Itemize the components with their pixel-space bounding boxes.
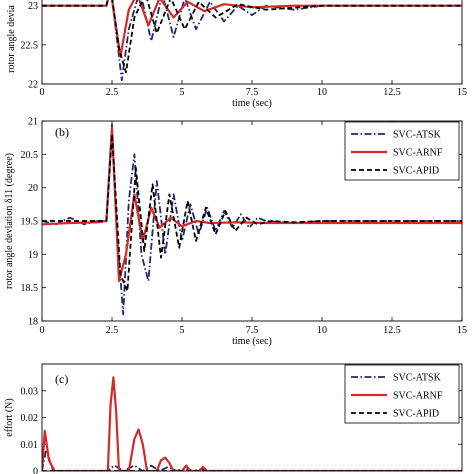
y-tick-label: 0 (33, 467, 38, 474)
panel-3: 0 0.01 0.02 0.03 effort (N) (c) SVC-ATSK SVC-AR… (4, 363, 463, 474)
y-tick-label: 22 (28, 80, 38, 91)
legend-entry: SVC-ATSK (393, 130, 442, 141)
y-axis-label: rotor angle deviation δ11 (degree) (4, 153, 15, 289)
series-line-svc-arnf (42, 376, 462, 471)
series-group (42, 0, 462, 81)
series-line-svc-arnf (42, 126, 462, 283)
panel-2: 0 2.5 5 7.5 10 12.5 15 18 18.5 19 19.5 20 20.5 21 time… (4, 117, 467, 348)
plot-frame (41, 120, 463, 322)
x-tick-label: 5 (180, 87, 185, 98)
legend-entry: SVC-ARNF (393, 148, 443, 159)
series-group (42, 123, 462, 316)
x-tick-label: 7.5 (246, 87, 259, 98)
legend: SVC-ATSK SVC-ARNF SVC-APID (344, 364, 460, 424)
y-tick-label: 0.01 (21, 440, 39, 451)
series-line-series-3 (42, 0, 462, 74)
panel-label: (b) (55, 125, 69, 139)
y-tick-label: 22.5 (21, 40, 39, 51)
x-tick-label: 10 (317, 325, 327, 336)
series-line-svc-atsk (42, 448, 462, 471)
legend-entry: SVC-APID (393, 166, 439, 177)
x-axis-label: time (sec) (232, 336, 272, 347)
panel-label: (c) (55, 372, 68, 386)
series-group (42, 376, 462, 471)
x-tick-label: 7.5 (246, 325, 259, 336)
x-tick-label: 0 (40, 87, 45, 98)
legend: SVC-ATSK SVC-ARNF SVC-APID (344, 121, 460, 181)
series-line-svc-apid (42, 133, 462, 292)
x-tick-label: 10 (317, 87, 327, 98)
x-tick-label: 12.5 (383, 87, 401, 98)
x-tick-label: 12.5 (383, 325, 401, 336)
series-line-series-1 (42, 0, 462, 81)
x-tick-label: 5 (180, 325, 185, 336)
x-tick-label: 15 (457, 325, 467, 336)
y-tick-label: 18 (28, 317, 38, 328)
y-tick-label: 0.02 (21, 413, 39, 424)
y-tick-label: 19 (28, 250, 38, 261)
y-tick-label: 23 (28, 1, 38, 12)
y-axis-label: effort (N) (4, 398, 15, 436)
plot-frame (41, 363, 463, 472)
y-axis-label: rotor angle devia (6, 5, 17, 73)
y-tick-label: 19.5 (21, 217, 39, 228)
series-line-series-2 (42, 0, 462, 58)
x-tick-label: 2.5 (106, 325, 119, 336)
x-tick-label: 0 (40, 325, 45, 336)
legend-entry: SVC-APID (393, 409, 439, 420)
y-tick-label: 20.5 (21, 150, 39, 161)
legend-entry: SVC-ATSK (393, 373, 442, 384)
x-tick-label: 2.5 (106, 87, 119, 98)
x-axis-label: time (sec) (232, 98, 272, 109)
plot-frame (41, 0, 463, 85)
y-tick-label: 20 (28, 183, 38, 194)
x-tick-label: 15 (457, 87, 467, 98)
panel-1: 0 2.5 5 7.5 10 12.5 15 22 22.5 23 time (sec) rotor … (6, 0, 467, 109)
y-tick-label: 0.03 (21, 386, 39, 397)
series-line-svc-atsk (42, 123, 462, 316)
legend-entry: SVC-ARNF (393, 391, 443, 402)
y-tick-label: 18.5 (21, 283, 39, 294)
y-tick-label: 21 (28, 117, 38, 128)
